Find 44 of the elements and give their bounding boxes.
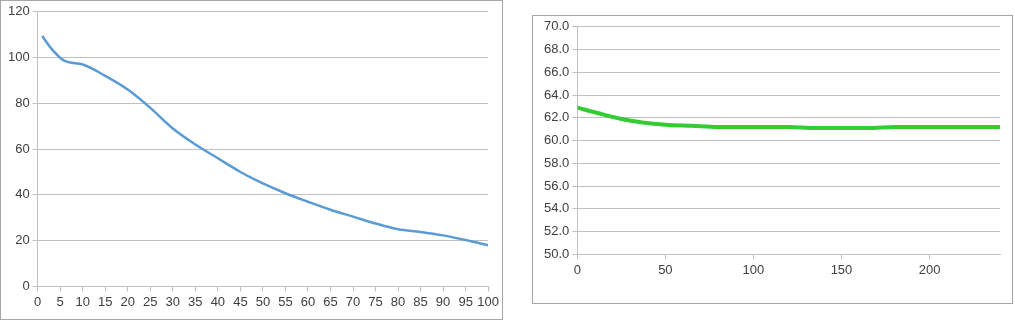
y-tick-label: 68.0 — [543, 41, 570, 57]
y-tick-label: 54.0 — [543, 200, 570, 216]
x-tick-label: 90 — [435, 293, 451, 309]
x-tick-label: 0 — [34, 293, 42, 309]
y-tick-label: 66.0 — [543, 63, 570, 79]
x-tick-label: 100 — [742, 261, 765, 277]
y-tick-label: 60 — [15, 140, 30, 156]
x-tick-label: 100 — [477, 293, 500, 309]
x-tick-label: 65 — [323, 293, 338, 309]
y-tick-label: 100 — [7, 49, 30, 65]
y-tick-label: 56.0 — [543, 177, 570, 193]
x-tick-label: 85 — [413, 293, 428, 309]
x-tick-label: 15 — [98, 293, 113, 309]
y-tick-label: 0 — [22, 277, 30, 293]
y-tick-label: 40 — [15, 186, 30, 202]
x-tick-label: 80 — [390, 293, 406, 309]
x-tick-label: 30 — [165, 293, 181, 309]
y-tick-label: 20 — [15, 232, 30, 248]
x-tick-label: 70 — [345, 293, 361, 309]
y-tick-label: 52.0 — [543, 223, 570, 239]
x-tick-label: 10 — [75, 293, 90, 309]
x-tick-label: 20 — [120, 293, 136, 309]
x-tick-label: 150 — [830, 261, 853, 277]
y-tick-label: 70.0 — [543, 18, 570, 34]
x-tick-label: 40 — [210, 293, 226, 309]
y-tick-label: 120 — [7, 3, 30, 19]
x-tick-label: 55 — [278, 293, 293, 309]
y-tick-label: 62.0 — [543, 109, 570, 125]
x-tick-label: 35 — [188, 293, 203, 309]
x-tick-label: 200 — [918, 261, 941, 277]
y-tick-label: 80 — [15, 94, 30, 110]
y-tick-label: 50.0 — [543, 245, 570, 261]
x-tick-label: 50 — [658, 261, 673, 277]
x-tick-label: 5 — [56, 293, 64, 309]
x-tick-label: 0 — [573, 261, 581, 277]
x-tick-label: 25 — [143, 293, 158, 309]
x-tick-label: 45 — [233, 293, 248, 309]
y-tick-label: 58.0 — [543, 154, 570, 170]
y-tick-label: 60.0 — [543, 132, 570, 148]
x-tick-label: 75 — [368, 293, 383, 309]
x-tick-label: 95 — [458, 293, 473, 309]
y-tick-label: 64.0 — [543, 86, 570, 102]
x-tick-label: 50 — [255, 293, 271, 309]
x-tick-label: 60 — [300, 293, 316, 309]
